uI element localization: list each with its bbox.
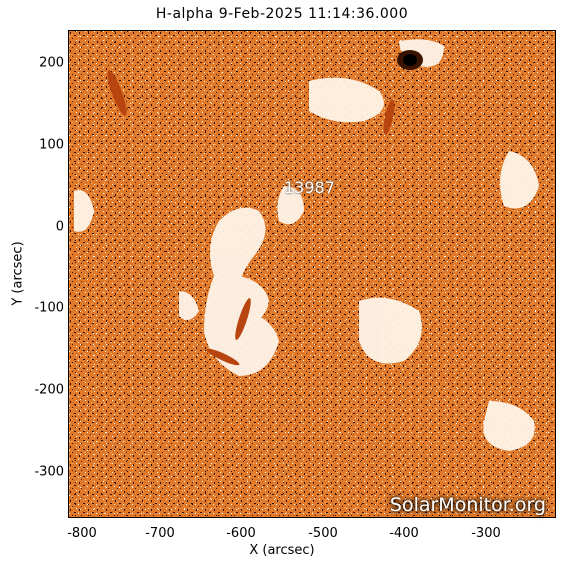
image-title: H-alpha 9-Feb-2025 11:14:36.000 [155,6,409,22]
x-tick-label: -600 [226,526,256,541]
x-tick-label: -300 [471,526,501,541]
solar-image [68,30,556,518]
x-tick-label: -400 [389,526,419,541]
y-tick-label: -200 [34,382,64,398]
y-axis-label: Y (arcsec) [10,241,26,306]
watermark: SolarMonitor.org [389,494,546,516]
y-tick-label: 0 [55,219,64,235]
x-tick-label: -500 [308,526,338,541]
y-tick-label: 200 [39,55,64,71]
x-axis-label: X (arcsec) [249,543,315,558]
y-tick-label: -100 [34,300,64,316]
solar-image-canvas [69,31,555,517]
y-tick-label: 100 [39,137,64,153]
y-tick-label: -300 [34,464,64,480]
x-tick-label: -700 [145,526,175,541]
active-region-label: 13987 [284,178,335,197]
x-tick-label: -800 [67,526,97,541]
